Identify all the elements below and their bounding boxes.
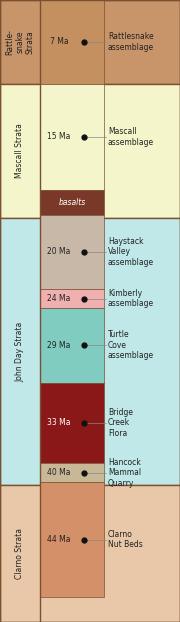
Text: Clarno Strata: Clarno Strata [15,528,24,579]
Text: 7 Ma: 7 Ma [50,37,68,47]
Text: Rattlesnake
assemblage: Rattlesnake assemblage [108,32,154,52]
Text: Haystack
Valley
assemblage: Haystack Valley assemblage [108,237,154,267]
Text: Bridge
Creek
Flora: Bridge Creek Flora [108,408,133,438]
Text: basalts: basalts [58,198,86,207]
Text: 29 Ma: 29 Ma [47,341,71,350]
Text: Mascall
assemblage: Mascall assemblage [108,127,154,147]
Bar [40,190,104,215]
Bar [40,215,104,289]
Text: 33 Ma: 33 Ma [47,419,71,427]
Text: Rattle-
snake
Strata: Rattle- snake Strata [5,29,35,55]
Text: Clarno
Nut Beds: Clarno Nut Beds [108,530,143,549]
Text: John Day Strata: John Day Strata [15,322,24,381]
Bar [40,463,104,482]
Text: 15 Ma: 15 Ma [47,132,71,141]
Bar [40,0,104,84]
Text: 44 Ma: 44 Ma [47,535,71,544]
Bar [40,308,104,383]
Bar [0,84,180,218]
Bar [40,482,104,597]
Bar [0,218,180,485]
Text: 40 Ma: 40 Ma [47,468,71,477]
Text: Hancock
Mammal
Quarry: Hancock Mammal Quarry [108,458,141,488]
Bar [0,0,180,84]
Bar [40,84,104,190]
Bar [0,485,180,622]
Text: Kimberly
assemblage: Kimberly assemblage [108,289,154,309]
Text: Turtle
Cove
assemblage: Turtle Cove assemblage [108,330,154,360]
Bar [40,289,104,308]
Text: Mascall Strata: Mascall Strata [15,123,24,179]
Text: 20 Ma: 20 Ma [47,248,71,256]
Bar [40,383,104,463]
Text: 24 Ma: 24 Ma [47,294,71,303]
